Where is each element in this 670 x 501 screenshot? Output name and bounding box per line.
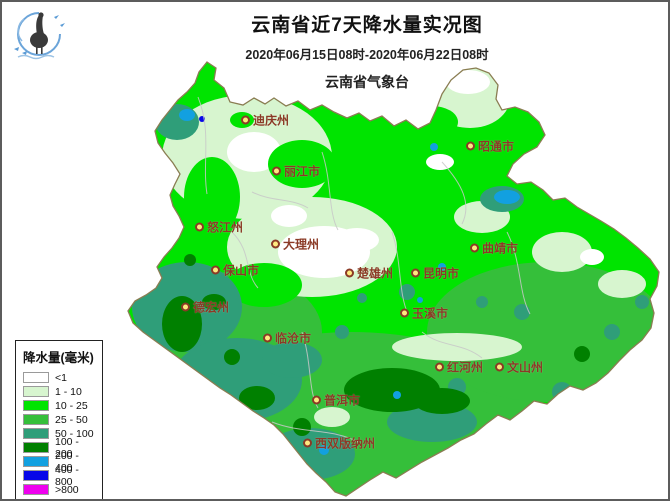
city-marker-icon: [271, 239, 280, 249]
city-marker-icon: [211, 265, 220, 275]
legend-label: >800: [55, 483, 79, 496]
city-marker-icon: [466, 141, 475, 151]
city-marker-icon: [272, 166, 281, 176]
city-name: 玉溪市: [412, 306, 449, 321]
legend-item: 400 - 800: [23, 464, 96, 488]
legend-item: 100 - 200: [23, 436, 96, 460]
city-label: 丽江市: [272, 163, 320, 180]
precipitation-legend: 降水量(毫米) <1 1 - 10 10 - 25 25 - 50 50 - 100 10…: [15, 340, 103, 499]
province-boundary: [127, 61, 660, 497]
city-name: 楚雄州: [357, 266, 394, 281]
city-name: 大理州: [283, 237, 320, 252]
legend-swatch: [23, 442, 49, 453]
city-name: 昭通市: [478, 139, 515, 154]
city-marker-icon: [241, 115, 250, 125]
city-name: 文山州: [507, 360, 544, 375]
meteorological-bureau-logo-icon: [14, 12, 65, 60]
legend-item: 50 - 100: [23, 427, 96, 440]
city-label: 普洱市: [312, 392, 360, 409]
legend-item: 25 - 50: [23, 413, 96, 426]
city-label: 保山市: [211, 262, 259, 279]
legend-swatch: [23, 484, 49, 495]
legend-label: 50 - 100: [55, 427, 94, 440]
legend-label: 100 - 200: [55, 435, 79, 460]
city-label: 楚雄州: [345, 265, 393, 282]
legend-swatch: [23, 428, 49, 439]
city-marker-icon: [495, 362, 504, 372]
city-name: 德宏州: [193, 300, 230, 315]
legend-swatch: [23, 414, 49, 425]
city-marker-icon: [345, 268, 354, 278]
legend-item: >800: [23, 483, 96, 496]
city-label: 西双版纳州: [303, 435, 375, 452]
legend-swatch: [23, 456, 49, 467]
city-name: 保山市: [223, 263, 260, 278]
map-source: 云南省气象台: [325, 74, 409, 90]
city-name: 丽江市: [284, 164, 321, 179]
city-label: 昆明市: [411, 265, 459, 282]
city-name: 临沧市: [275, 331, 312, 346]
city-name: 迪庆州: [253, 113, 290, 128]
legend-item: 10 - 25: [23, 399, 96, 412]
city-name: 曲靖市: [482, 241, 519, 256]
city-label: 玉溪市: [400, 305, 448, 322]
city-name: 红河州: [447, 360, 484, 375]
legend-item: 200 - 400: [23, 450, 96, 474]
city-label: 德宏州: [181, 299, 229, 316]
legend-label: 25 - 50: [55, 413, 88, 426]
city-marker-icon: [181, 302, 190, 312]
legend-swatch: [23, 470, 49, 481]
legend-swatch: [23, 400, 49, 411]
city-marker-icon: [400, 308, 409, 318]
city-marker-icon: [263, 333, 272, 343]
legend-label: 200 - 400: [55, 449, 79, 474]
city-name: 西双版纳州: [315, 436, 376, 451]
legend-label: <1: [55, 371, 67, 384]
city-label: 怒江州: [195, 219, 243, 236]
legend-label: 1 - 10: [55, 385, 82, 398]
city-marker-icon: [470, 243, 479, 253]
city-label: 昭通市: [466, 138, 514, 155]
legend-swatch: [23, 386, 49, 397]
city-marker-icon: [303, 438, 312, 448]
map-title: 云南省近7天降水量实况图: [251, 15, 483, 36]
city-label: 文山州: [495, 359, 543, 376]
map-date-range: 2020年06月15日08时-2020年06月22日08时: [245, 48, 489, 62]
city-label: 曲靖市: [470, 240, 518, 257]
city-name: 普洱市: [324, 393, 361, 408]
legend-label: 10 - 25: [55, 399, 88, 412]
city-label: 迪庆州: [241, 112, 289, 129]
city-marker-icon: [411, 268, 420, 278]
city-label: 红河州: [435, 359, 483, 376]
city-marker-icon: [312, 395, 321, 405]
city-name: 昆明市: [423, 266, 460, 281]
legend-swatch: [23, 372, 49, 383]
legend-label: 400 - 800: [55, 463, 79, 488]
legend-item: 1 - 10: [23, 385, 96, 398]
legend-title: 降水量(毫米): [23, 351, 94, 365]
city-label: 临沧市: [263, 330, 311, 347]
city-name: 怒江州: [207, 220, 244, 235]
city-label: 大理州: [271, 236, 319, 253]
map-header: 云南省近7天降水量实况图 2020年06月15日08时-2020年06月22日0…: [152, 10, 582, 92]
legend-item: <1: [23, 371, 96, 384]
city-marker-icon: [435, 362, 444, 372]
legend-rows: <1 1 - 10 10 - 25 25 - 50 50 - 100 100 - 200 2…: [23, 371, 96, 496]
city-marker-icon: [195, 222, 204, 232]
